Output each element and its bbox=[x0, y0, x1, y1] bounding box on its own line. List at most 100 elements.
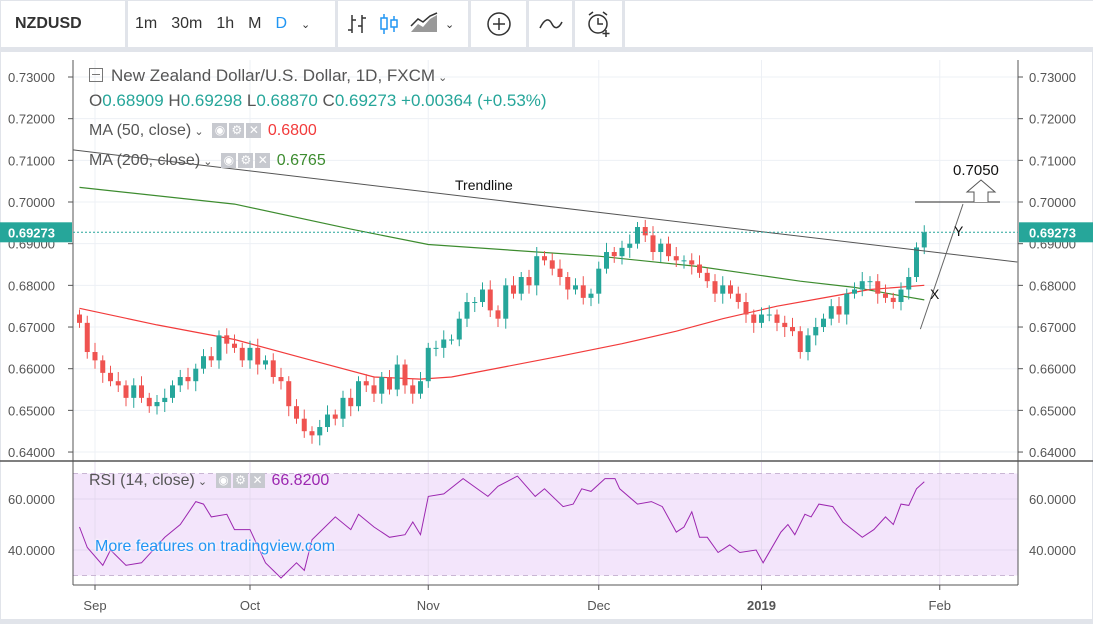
trendline bbox=[73, 149, 1018, 263]
time-axis-label: Oct bbox=[240, 598, 261, 613]
symbol-label[interactable]: NZDUSD bbox=[15, 15, 82, 32]
last-price-label-left: 0.69273 bbox=[8, 225, 55, 240]
indicators-button[interactable] bbox=[529, 1, 572, 47]
candle-down bbox=[115, 381, 121, 386]
last-price-badge-left bbox=[0, 222, 72, 243]
chevron-down-icon[interactable]: ⌄ bbox=[301, 18, 311, 31]
gear-icon[interactable]: ⚙ bbox=[229, 123, 245, 139]
point-label-y: Y bbox=[954, 223, 964, 239]
ma50-value: 0.6800 bbox=[267, 122, 317, 139]
candle-up bbox=[449, 339, 454, 341]
candle-down bbox=[751, 314, 757, 323]
candle-down bbox=[387, 377, 392, 390]
price-axis-label-left: 0.64000 bbox=[8, 445, 55, 460]
candle-up bbox=[906, 277, 912, 290]
interval-1m[interactable]: 1m bbox=[135, 15, 158, 32]
chevron-down-icon[interactable]: ⌄ bbox=[191, 126, 204, 138]
interval-M[interactable]: M bbox=[248, 15, 262, 32]
close-icon[interactable]: ✕ bbox=[249, 473, 265, 489]
candle-down bbox=[146, 397, 152, 407]
ma200-label[interactable]: MA (200, close) bbox=[89, 152, 201, 169]
chevron-down-icon[interactable]: ⌄ bbox=[200, 156, 213, 168]
price-axis-label-left: 0.72000 bbox=[8, 112, 55, 127]
area-chart-icon[interactable] bbox=[410, 12, 438, 36]
close-value: 0.69273 bbox=[334, 91, 397, 110]
series-title[interactable]: New Zealand Dollar/U.S. Dollar, 1D, FXCM bbox=[111, 66, 436, 85]
interval-30m[interactable]: 30m bbox=[171, 15, 203, 32]
candle-down bbox=[797, 331, 803, 353]
candle-down bbox=[549, 260, 555, 269]
visibility-icon[interactable]: ◉ bbox=[221, 153, 237, 169]
tradingview-link[interactable]: More features on tradingview.com bbox=[95, 538, 336, 555]
candle-up bbox=[828, 306, 834, 319]
ma50-legend: MA (50, close) ⌄ ◉ ⚙ ✕ 0.6800 bbox=[89, 122, 317, 140]
candle-up bbox=[480, 289, 485, 303]
interval-D[interactable]: D bbox=[275, 15, 288, 32]
low-label: L bbox=[246, 91, 257, 110]
rsi-label[interactable]: RSI (14, close) bbox=[89, 472, 195, 489]
candle-down bbox=[642, 227, 648, 236]
collapse-icon[interactable] bbox=[89, 68, 103, 82]
price-axis-label-right: 0.64000 bbox=[1029, 445, 1076, 460]
price-axis-label-right: 0.73000 bbox=[1029, 70, 1076, 85]
candle-down bbox=[557, 268, 563, 278]
candle-down bbox=[363, 381, 369, 386]
bar-chart-icon[interactable] bbox=[346, 12, 368, 36]
candle-down bbox=[402, 364, 408, 386]
candle-down bbox=[77, 314, 82, 323]
high-label: H bbox=[168, 91, 181, 110]
ma200-legend: MA (200, close) ⌄ ◉ ⚙ ✕ 0.6765 bbox=[89, 152, 326, 170]
candle-down bbox=[666, 243, 671, 257]
candle-up bbox=[627, 243, 633, 248]
time-axis-label: Sep bbox=[83, 598, 106, 613]
rsi-axis-label-right: 60.0000 bbox=[1029, 492, 1076, 507]
candle-down bbox=[371, 385, 377, 394]
candle-down bbox=[580, 285, 586, 298]
candle-down bbox=[743, 302, 749, 315]
price-axis-label-right: 0.65000 bbox=[1029, 403, 1076, 418]
candle-up bbox=[464, 302, 470, 319]
chart-type-group: ⌄ bbox=[338, 1, 468, 47]
candle-up bbox=[154, 402, 160, 407]
ma50-label[interactable]: MA (50, close) bbox=[89, 122, 192, 139]
gear-icon[interactable]: ⚙ bbox=[232, 473, 248, 489]
candle-up bbox=[867, 281, 873, 283]
candle-up bbox=[193, 368, 199, 382]
chevron-down-icon[interactable]: ⌄ bbox=[194, 476, 208, 488]
visibility-icon[interactable]: ◉ bbox=[212, 123, 228, 139]
rsi-axis-label-left: 60.0000 bbox=[8, 492, 55, 507]
candle-down bbox=[301, 418, 307, 432]
alert-button[interactable] bbox=[575, 1, 622, 47]
candle-down bbox=[309, 431, 315, 436]
candle-up bbox=[472, 302, 478, 304]
candle-down bbox=[836, 306, 842, 315]
chevron-down-icon[interactable]: ⌄ bbox=[435, 72, 448, 84]
last-price-label-right: 0.69273 bbox=[1029, 225, 1076, 240]
symbol-search[interactable]: NZDUSD bbox=[1, 1, 125, 47]
close-icon[interactable]: ✕ bbox=[255, 153, 271, 169]
price-axis-label-left: 0.65000 bbox=[8, 403, 55, 418]
close-icon[interactable]: ✕ bbox=[246, 123, 262, 139]
visibility-icon[interactable]: ◉ bbox=[215, 473, 231, 489]
gear-icon[interactable]: ⚙ bbox=[238, 153, 254, 169]
candle-up bbox=[247, 347, 253, 361]
ma50-line bbox=[79, 284, 925, 380]
candle-up bbox=[216, 335, 222, 361]
add-indicator-button[interactable] bbox=[471, 1, 526, 47]
price-axis-label-left: 0.68000 bbox=[8, 278, 55, 293]
candle-down bbox=[782, 322, 788, 328]
price-axis-label-right: 0.70000 bbox=[1029, 195, 1076, 210]
candle-up bbox=[766, 314, 772, 316]
candle-down bbox=[890, 297, 896, 303]
candlestick-icon[interactable] bbox=[378, 12, 400, 36]
candle-down bbox=[100, 360, 106, 373]
change-value: +0.00364 (+0.53%) bbox=[401, 91, 547, 110]
up-arrow-icon bbox=[965, 179, 997, 203]
chevron-down-icon[interactable]: ⌄ bbox=[445, 18, 455, 31]
interval-1h[interactable]: 1h bbox=[216, 15, 235, 32]
candle-down bbox=[208, 356, 214, 361]
candle-up bbox=[534, 256, 540, 286]
ohlc-values: O0.68909 H0.69298 L0.68870 C0.69273 +0.0… bbox=[89, 91, 547, 111]
close-label: C bbox=[322, 91, 335, 110]
